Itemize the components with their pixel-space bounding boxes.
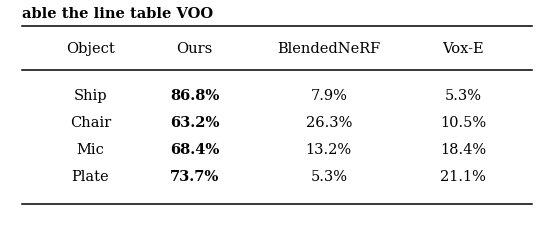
Text: 7.9%: 7.9% [310,89,347,103]
Text: 5.3%: 5.3% [444,89,482,103]
Text: Vox-E: Vox-E [442,42,484,56]
Text: 68.4%: 68.4% [170,143,219,157]
Text: Chair: Chair [70,116,111,130]
Text: Ours: Ours [176,42,213,56]
Text: Object: Object [66,42,115,56]
Text: 26.3%: 26.3% [306,116,352,130]
Text: BlendedNeRF: BlendedNeRF [277,42,380,56]
Text: 86.8%: 86.8% [170,89,219,103]
Text: Plate: Plate [72,170,109,184]
Text: 63.2%: 63.2% [170,116,219,130]
Text: 18.4%: 18.4% [440,143,486,157]
Text: 10.5%: 10.5% [440,116,486,130]
Text: 5.3%: 5.3% [310,170,347,184]
Text: 73.7%: 73.7% [170,170,219,184]
Text: Ship: Ship [73,89,107,103]
Text: 13.2%: 13.2% [306,143,352,157]
Text: able the line table VOO: able the line table VOO [22,7,213,21]
Text: Mic: Mic [77,143,104,157]
Text: 21.1%: 21.1% [440,170,486,184]
